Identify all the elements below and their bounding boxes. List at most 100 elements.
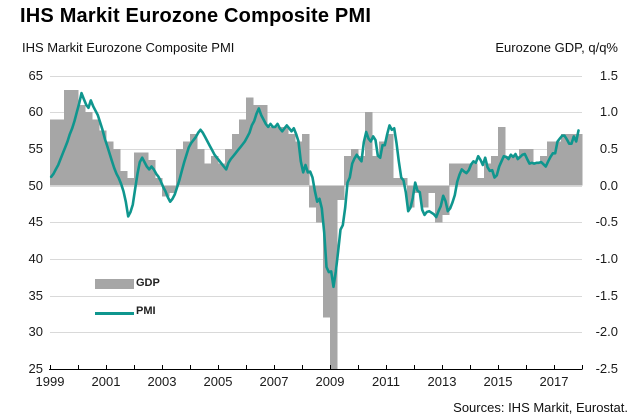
left-axis-tick-label: 55	[28, 140, 43, 156]
gdp-bar	[71, 90, 79, 186]
pmi-line	[49, 91, 580, 289]
x-axis-tick-label: 2001	[91, 374, 121, 389]
x-axis-tick-label: 1999	[35, 374, 65, 389]
gdp-bar	[484, 163, 492, 186]
gdp-bar	[99, 130, 107, 186]
left-axis-tick-label: 30	[28, 324, 43, 340]
gdp-bar	[295, 141, 303, 186]
left-axis-tick-label: 60	[28, 104, 43, 120]
gdp-bar	[505, 156, 513, 186]
gdp-bar	[113, 148, 121, 186]
gdp-bar	[169, 185, 177, 193]
gdp-bar	[470, 163, 478, 186]
x-axis-tick-label: 2015	[483, 374, 513, 389]
left-axis-tick-label: 25	[28, 361, 43, 376]
right-axis-tick-label: -1.0	[595, 250, 618, 266]
page-title: IHS Markit Eurozone Composite PMI	[20, 5, 372, 27]
gdp-bar	[232, 134, 240, 186]
gdp-bar	[533, 163, 541, 186]
left-axis-tick-label: 35	[28, 287, 43, 303]
gdp-bar	[120, 170, 128, 186]
right-axis-tick-label: 1.0	[599, 104, 618, 120]
gdp-bar	[372, 156, 380, 186]
x-axis-tick-label: 2013	[427, 374, 457, 389]
x-axis-tick-label: 2009	[315, 374, 345, 389]
gdp-bar	[239, 119, 247, 186]
left-axis-tick-label: 40	[28, 250, 43, 266]
gdp-bar	[197, 148, 205, 186]
gdp-bar	[148, 159, 156, 186]
gdp-bar	[526, 148, 534, 186]
gdp-bar	[547, 141, 555, 186]
gdp-bar	[127, 178, 135, 186]
gdp-bar	[561, 134, 569, 186]
gdp-bar	[225, 148, 233, 186]
right-axis-title: Eurozone GDP, q/q%	[495, 40, 618, 55]
legend-pmi-swatch	[95, 312, 134, 315]
gdp-bar	[449, 163, 457, 186]
x-axis-tick-label: 2003	[147, 374, 177, 389]
gdp-bar	[477, 178, 485, 186]
x-axis-tick-label: 2005	[203, 374, 233, 389]
gdp-bar	[106, 141, 114, 186]
gdp-bar	[183, 141, 191, 186]
gdp-bar	[575, 134, 583, 186]
right-axis-tick-label: -1.5	[595, 287, 618, 303]
right-axis-tick-label: -2.5	[595, 361, 618, 376]
gdp-bar	[78, 104, 86, 186]
gdp-bar	[57, 119, 65, 186]
gdp-bar	[337, 185, 345, 201]
gdp-bar	[141, 152, 149, 186]
gdp-bar	[50, 119, 58, 186]
gdp-bar	[428, 185, 436, 193]
right-axis-tick-label: 0.0	[599, 177, 618, 193]
x-axis-tick-label: 2007	[259, 374, 289, 389]
gdp-bar	[204, 163, 212, 186]
legend-gdp-swatch	[95, 279, 134, 289]
gdp-bar	[92, 119, 100, 186]
legend-pmi-label: PMI	[136, 305, 156, 317]
gdp-bars	[50, 90, 583, 369]
gdp-bar	[435, 185, 443, 223]
source-note: Sources: IHS Markit, Eurostat.	[453, 400, 628, 415]
right-axis-tick-label: -2.0	[595, 324, 618, 340]
gdp-bar	[386, 134, 394, 186]
gdp-bar	[568, 134, 576, 186]
gdp-bar	[512, 156, 520, 186]
gdp-bar	[491, 156, 499, 186]
gdp-bar	[176, 148, 184, 186]
gdp-bar	[302, 134, 310, 186]
gdp-bar	[379, 141, 387, 186]
gdp-bar	[309, 185, 317, 208]
gdp-bar	[365, 112, 373, 186]
gdp-bar	[463, 163, 471, 186]
legend-gdp-label: GDP	[136, 277, 160, 289]
gdp-bar	[211, 156, 219, 186]
gdp-bar	[421, 185, 429, 208]
gdp-bar	[407, 185, 415, 208]
right-axis-tick-label: -0.5	[595, 214, 618, 230]
gdp-bar	[344, 156, 352, 186]
gdp-bar	[351, 148, 359, 186]
left-axis-tick-label: 45	[28, 214, 43, 230]
gdp-bar	[267, 126, 275, 186]
gdp-bar	[554, 141, 562, 186]
left-axis-tick-label: 65	[28, 67, 43, 83]
gdp-bar	[274, 126, 282, 186]
right-axis-tick-label: 0.5	[599, 140, 618, 156]
gdp-bar	[260, 104, 268, 186]
gdp-bar	[519, 148, 527, 186]
gdp-bar	[498, 126, 506, 186]
gdp-bar	[358, 156, 366, 186]
gdp-bar	[218, 163, 226, 186]
gdp-bar	[393, 178, 401, 186]
left-axis-title: IHS Markit Eurozone Composite PMI	[22, 40, 235, 55]
left-axis-tick-label: 50	[28, 177, 43, 193]
gdp-bar	[281, 126, 289, 186]
x-axis-tick-label: 2011	[372, 374, 400, 389]
gdp-bar	[253, 104, 261, 186]
gdp-bar	[155, 178, 163, 186]
gdp-bar	[190, 134, 198, 186]
